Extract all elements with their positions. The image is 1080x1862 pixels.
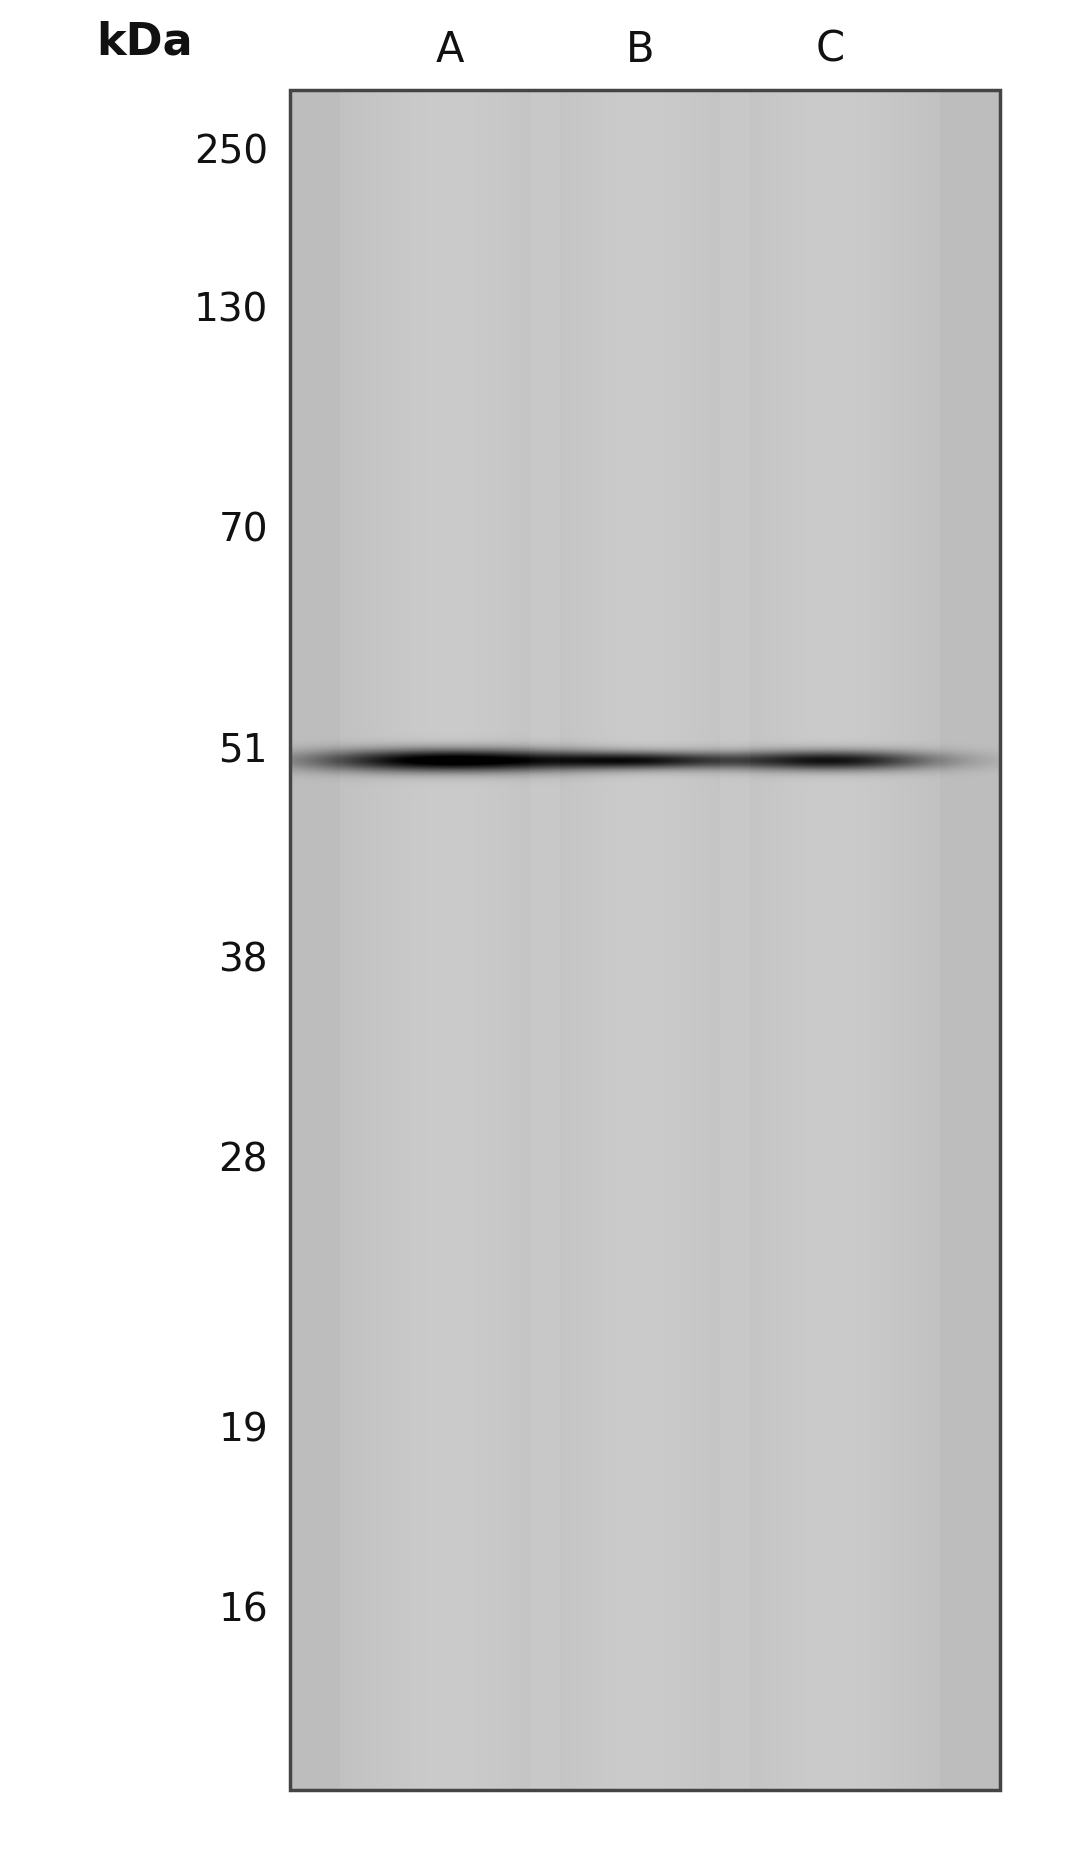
Text: C: C — [815, 30, 845, 71]
Text: kDa: kDa — [97, 20, 193, 63]
Text: 16: 16 — [218, 1590, 268, 1629]
Text: 28: 28 — [218, 1141, 268, 1179]
Bar — [291, 89, 1000, 1789]
Text: 250: 250 — [194, 132, 268, 171]
Text: 38: 38 — [218, 940, 268, 979]
Text: 19: 19 — [218, 1411, 268, 1449]
Text: 130: 130 — [193, 290, 268, 330]
Text: 70: 70 — [218, 510, 268, 549]
Text: B: B — [625, 30, 654, 71]
Text: A: A — [435, 30, 464, 71]
Text: 51: 51 — [218, 732, 268, 769]
